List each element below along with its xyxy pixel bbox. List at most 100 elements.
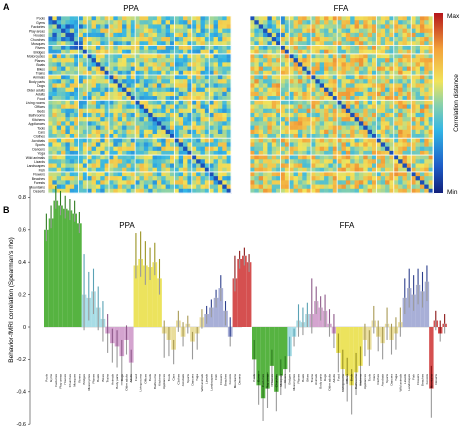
heat-cell	[354, 100, 360, 105]
heat-cell	[56, 176, 62, 181]
heat-cell	[424, 188, 429, 194]
heat-cell	[196, 129, 201, 135]
heat-cell	[78, 184, 84, 190]
heat-cell	[95, 184, 101, 190]
heat-cell	[419, 104, 425, 110]
heat-cell	[328, 83, 334, 88]
heat-cell	[267, 184, 273, 190]
heat-cell	[345, 129, 351, 135]
heat-cell	[152, 112, 158, 118]
heat-cell	[56, 121, 62, 126]
heat-cell	[152, 121, 158, 126]
heat-cell	[367, 146, 373, 152]
heat-cell	[165, 75, 171, 80]
heat-cell	[143, 49, 149, 55]
heat-cell	[156, 66, 162, 72]
heat-cell	[289, 112, 294, 118]
heat-cell	[161, 91, 166, 97]
heat-cell	[306, 108, 312, 114]
heat-cell	[250, 62, 255, 67]
heat-cell	[78, 171, 84, 177]
heat-cell	[363, 41, 368, 46]
heat-cell	[345, 91, 351, 97]
heat-cell	[170, 163, 175, 169]
heat-cell	[328, 16, 334, 21]
heat-cell	[174, 28, 180, 34]
heat-cell	[267, 138, 273, 143]
heat-cell	[126, 176, 132, 181]
heat-cell	[209, 138, 214, 143]
heat-cell	[406, 16, 412, 21]
heat-cell	[122, 155, 127, 160]
heat-cell	[385, 142, 390, 147]
heat-cell	[389, 49, 395, 55]
heat-cell	[419, 108, 425, 114]
heat-cell	[271, 138, 277, 143]
heat-cell	[174, 150, 180, 156]
heat-cell	[385, 87, 390, 93]
heat-cell	[319, 58, 325, 63]
heat-cell	[191, 171, 197, 177]
heat-cell	[267, 87, 273, 93]
heat-cell	[130, 108, 136, 114]
heat-cell	[311, 104, 316, 110]
heat-cell	[196, 66, 201, 72]
heat-cell	[372, 129, 377, 135]
heat-cell	[250, 45, 255, 51]
heat-cell	[95, 32, 101, 38]
heat-cell	[56, 91, 62, 97]
x-tick-label: Houses	[270, 374, 274, 385]
heat-cell	[69, 171, 75, 177]
heat-cell	[284, 58, 290, 63]
heat-cell	[52, 142, 58, 147]
heat-cell	[372, 104, 377, 110]
heat-cell	[200, 121, 206, 126]
heat-cell	[402, 176, 408, 181]
heat-cell	[178, 163, 184, 169]
heat-cell	[213, 159, 219, 164]
heat-cell	[117, 16, 123, 21]
heat-cell	[48, 79, 53, 84]
heat-cell	[109, 171, 114, 177]
heat-cell	[324, 150, 329, 156]
heat-cell	[328, 112, 334, 118]
heat-cell	[130, 163, 136, 169]
heat-cell	[293, 167, 299, 173]
heat-cell	[74, 28, 79, 34]
heat-cell	[284, 87, 290, 93]
heat-cell	[152, 188, 158, 194]
bar	[138, 258, 143, 327]
heat-cell	[52, 184, 58, 190]
heat-cell	[156, 83, 162, 88]
heat-cell	[61, 37, 66, 42]
heat-cell	[411, 159, 416, 164]
heat-cell	[91, 121, 97, 126]
heat-cell	[297, 184, 303, 190]
heat-cell	[100, 159, 105, 164]
heat-cell	[69, 62, 75, 67]
heat-cell	[143, 176, 149, 181]
heat-cell	[222, 79, 227, 84]
heat-cell	[428, 167, 434, 173]
heat-cell	[328, 37, 334, 42]
heat-cell	[152, 87, 158, 93]
heat-cell	[165, 142, 171, 147]
heat-cell	[200, 96, 206, 101]
row-label: Deserts	[33, 189, 45, 193]
heat-cell	[271, 117, 277, 122]
heat-cell	[213, 150, 219, 156]
heat-cell	[100, 125, 105, 131]
heat-cell	[354, 117, 360, 122]
heat-cell	[332, 91, 338, 97]
heat-cell	[280, 96, 286, 101]
heat-cell	[82, 180, 88, 185]
heat-cell	[52, 45, 58, 51]
heat-cell	[293, 171, 299, 177]
heat-cell	[376, 53, 382, 59]
row-label: Cars	[38, 130, 45, 134]
heat-cell	[263, 142, 268, 147]
heat-cell	[187, 58, 193, 63]
y-tick-label: 0.8	[18, 195, 26, 201]
x-tick-label: Gyms	[257, 374, 261, 383]
heat-cell	[65, 75, 71, 80]
